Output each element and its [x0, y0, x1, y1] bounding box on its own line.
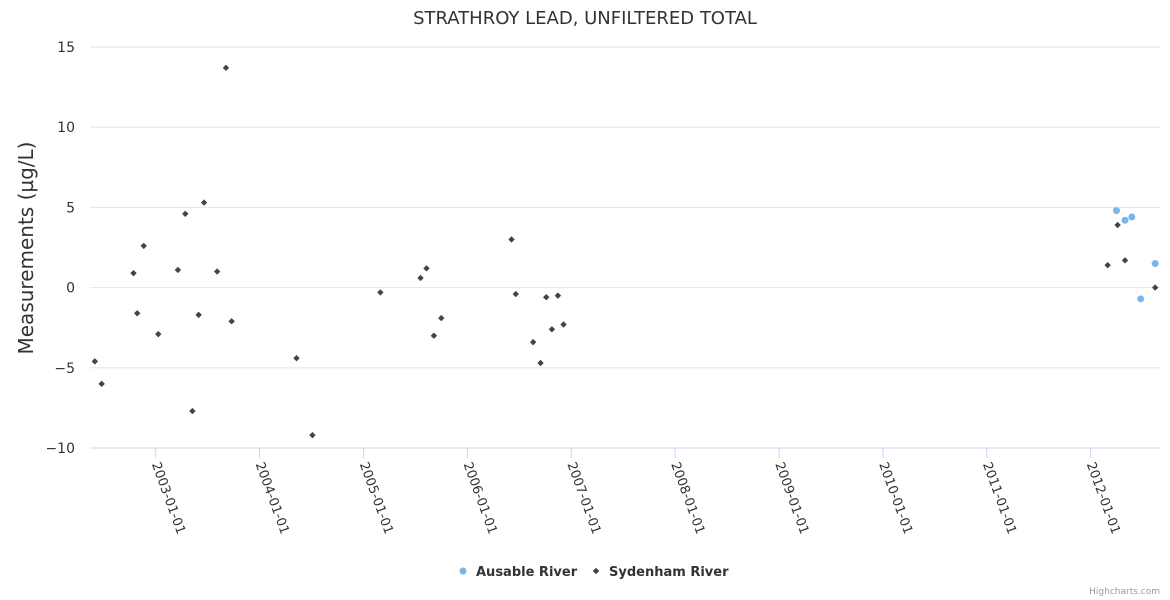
data-point[interactable] — [417, 274, 424, 282]
y-gridlines — [90, 46, 1160, 369]
data-point[interactable] — [560, 321, 567, 328]
data-point[interactable] — [222, 64, 230, 72]
data-point[interactable] — [1104, 261, 1111, 269]
y-tick-label: 5 — [66, 200, 75, 216]
data-point[interactable] — [195, 311, 202, 319]
data-point[interactable] — [155, 330, 162, 338]
data-point[interactable] — [1128, 213, 1136, 221]
series-sydenham-river — [91, 64, 1159, 439]
data-point[interactable] — [1121, 257, 1129, 264]
data-point[interactable] — [438, 314, 445, 322]
data-point[interactable] — [309, 431, 316, 439]
y-tick-label: 0 — [66, 281, 75, 297]
data-point[interactable] — [423, 265, 430, 272]
data-point[interactable] — [134, 310, 141, 317]
data-point[interactable] — [91, 358, 99, 365]
data-point[interactable] — [174, 266, 182, 274]
data-point[interactable] — [543, 294, 550, 301]
data-point[interactable] — [189, 407, 196, 415]
legend: Ausable River Sydenham River — [459, 565, 729, 580]
data-point[interactable] — [200, 199, 208, 206]
credits-link[interactable]: Highcharts.com — [1089, 587, 1160, 597]
data-point[interactable] — [130, 269, 137, 277]
data-point[interactable] — [377, 289, 384, 296]
data-point[interactable] — [140, 242, 147, 250]
plot-area — [91, 64, 1159, 439]
legend-item-sydenham-river[interactable]: Sydenham River — [592, 565, 729, 580]
data-point[interactable] — [182, 210, 189, 218]
legend-item-ausable-river[interactable]: Ausable River — [459, 565, 578, 580]
y-tick-label: 10 — [57, 120, 75, 136]
y-axis: −10 −5 0 5 10 15 — [45, 40, 75, 457]
data-point[interactable] — [554, 292, 562, 299]
y-axis-title: Measurements (µg/L) — [14, 142, 38, 355]
legend-marker-icon[interactable] — [459, 567, 467, 575]
data-point[interactable] — [1151, 260, 1159, 268]
data-point[interactable] — [548, 326, 556, 333]
series-ausable-river — [1112, 207, 1159, 303]
data-point[interactable] — [293, 354, 300, 362]
data-point[interactable] — [1151, 284, 1159, 291]
data-point[interactable] — [228, 318, 235, 325]
data-point[interactable] — [1121, 216, 1129, 224]
data-point[interactable] — [529, 338, 537, 346]
data-point[interactable] — [213, 268, 221, 275]
data-point[interactable] — [1114, 221, 1121, 229]
data-point[interactable] — [1112, 207, 1120, 215]
data-point[interactable] — [98, 380, 105, 388]
y-tick-label: 15 — [57, 40, 75, 56]
y-tick-label: −10 — [45, 441, 75, 457]
chart-title: STRATHROY LEAD, UNFILTERED TOTAL — [413, 8, 757, 29]
data-point[interactable] — [430, 332, 438, 339]
y-tick-label: −5 — [54, 361, 75, 377]
legend-label: Ausable River — [476, 565, 578, 580]
data-point[interactable] — [508, 236, 515, 243]
legend-label: Sydenham River — [609, 565, 729, 580]
legend-marker-icon[interactable] — [592, 567, 600, 575]
data-point[interactable] — [1137, 295, 1145, 303]
data-point[interactable] — [537, 359, 544, 367]
data-point[interactable] — [512, 290, 519, 298]
